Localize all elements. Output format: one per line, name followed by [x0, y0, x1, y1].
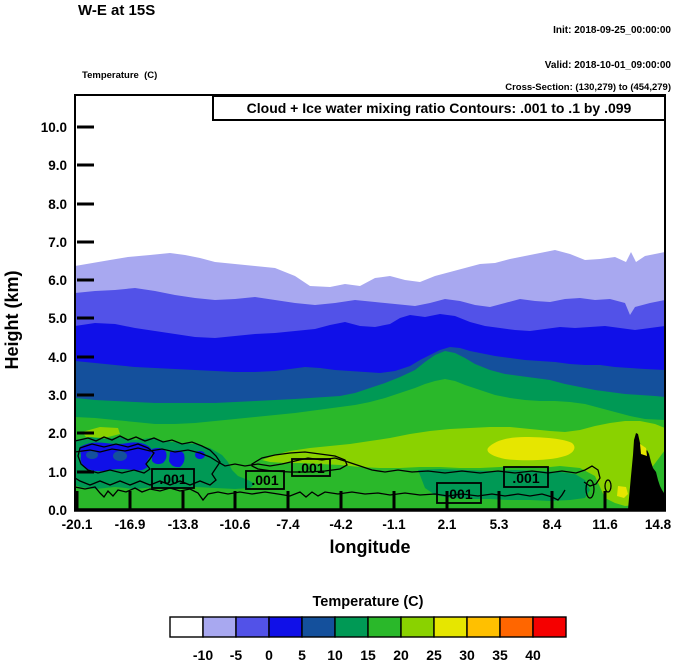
y-tick-label: 7.0 — [48, 235, 67, 250]
x-tick-labels: -20.1 -16.9 -13.8 -10.6 -7.4 -4.2 -1.1 2… — [62, 517, 672, 532]
colorbar-cell — [202, 616, 237, 638]
colorbar-cell — [235, 616, 270, 638]
x-tick-label: 2.1 — [438, 517, 457, 532]
temperature-bands — [75, 250, 665, 510]
x-tick-label: -20.1 — [62, 517, 93, 532]
x-axis-title: longitude — [330, 537, 411, 557]
colorbar-tick-label: 15 — [360, 647, 376, 663]
x-tick-label: -16.9 — [115, 517, 146, 532]
terrain-yellow-notch — [640, 444, 647, 456]
colorbar-title: Temperature (C) — [313, 594, 424, 610]
colorbar-tick-label: 25 — [426, 647, 442, 663]
cross-section-label: Cross-Section: (130,279) to (454,279) — [505, 82, 671, 93]
y-tick-label: 4.0 — [48, 350, 67, 365]
y-tick-label: 9.0 — [48, 158, 67, 173]
colorbar-tick-label: 5 — [298, 647, 306, 663]
x-tick-label: 8.4 — [543, 517, 562, 532]
y-tick-label: 0.0 — [48, 503, 67, 518]
contour-label: .001 — [512, 470, 539, 486]
valid-time: Valid: 2018-10-01_09:00:00 — [544, 59, 671, 71]
band-25-to-30-patch — [487, 437, 575, 461]
x-tick-label: -10.6 — [220, 517, 251, 532]
colorbar-cell — [301, 616, 336, 638]
colorbar-tick-label: 35 — [492, 647, 508, 663]
cloud-core-2 — [113, 451, 127, 461]
terrain-foot-yellow-patch — [617, 486, 628, 498]
colorbar-tick-label: 10 — [327, 647, 343, 663]
field-temperature: Temperature (C) — [82, 70, 158, 81]
colorbar-cell — [268, 616, 303, 638]
contour-label-box — [503, 466, 549, 488]
y-axis-title: Height (km) — [2, 270, 22, 369]
colorbar-tick-label: 20 — [393, 647, 409, 663]
contour-title-box: Cloud + Ice water mixing ratio Contours:… — [212, 95, 666, 121]
terrain-group — [617, 433, 665, 510]
y-tick-labels: 10.0 9.0 8.0 7.0 6.0 5.0 4.0 3.0 2.0 1.0… — [41, 120, 67, 518]
colorbar-cells — [169, 616, 567, 638]
contour-pocket-outer — [74, 435, 221, 486]
contour-title-rect — [212, 95, 666, 121]
colorbar-tick-label: 0 — [265, 647, 273, 663]
contour-line-upper — [74, 447, 601, 487]
x-tick-label: 14.8 — [645, 517, 672, 532]
colorbar-tick-label: -10 — [193, 647, 213, 663]
init-time: Init: 2018-09-25_00:00:00 — [553, 25, 671, 36]
colorbar-cell — [433, 616, 468, 638]
colorbar-tick-label: 40 — [525, 647, 541, 663]
y-tick-label: 2.0 — [48, 426, 67, 441]
contour-ellipse-2 — [604, 479, 612, 493]
contour-label-box — [245, 470, 285, 490]
colorbar-cell — [499, 616, 534, 638]
y-tick-label: 3.0 — [48, 388, 67, 403]
colorbar-cell — [367, 616, 402, 638]
contour-ellipse-1 — [585, 479, 595, 499]
contour-line-lower — [74, 486, 566, 502]
contour-label: .001 — [159, 471, 186, 487]
colorbar-tick-label: -5 — [230, 647, 243, 663]
y-tick-label: 10.0 — [41, 120, 67, 135]
contour-label: .001 — [251, 472, 278, 488]
figure-title: W-E at 15S — [78, 2, 156, 19]
contour-label-box — [436, 482, 482, 504]
colorbar-cell — [532, 616, 567, 638]
x-tick-label: -4.2 — [329, 517, 352, 532]
cloud-blob-3 — [169, 450, 185, 468]
colorbar-cell — [334, 616, 369, 638]
colorbar-tick-label: 30 — [459, 647, 475, 663]
contour-label-box — [151, 468, 195, 489]
x-tick-label: -1.1 — [382, 517, 406, 532]
colorbar: Temperature (C) -10 -5 0 5 10 — [169, 594, 567, 663]
contour-label-box — [291, 458, 331, 477]
colorbar-cell — [400, 616, 435, 638]
contour-label: .001 — [445, 486, 472, 502]
x-tick-label: 5.3 — [490, 517, 509, 532]
init-valid-block: Init: 2018-09-25_00:00:00 Valid: 2018-10… — [545, 2, 671, 94]
colorbar-cell — [466, 616, 501, 638]
y-tick-label: 1.0 — [48, 465, 67, 480]
axis-ticks — [75, 125, 660, 509]
contour-label: .001 — [297, 460, 324, 476]
colorbar-cell — [169, 616, 204, 638]
x-tick-label: 11.6 — [592, 517, 618, 532]
colorbar-tick-labels: -10 -5 0 5 10 15 20 25 30 35 40 — [193, 647, 541, 663]
cloud-blob-2 — [152, 448, 167, 465]
terrain — [628, 433, 665, 510]
contour-title-text: Cloud + Ice water mixing ratio Contours:… — [247, 100, 632, 116]
cloud-blobs — [80, 442, 205, 472]
x-tick-label: -7.4 — [276, 517, 300, 532]
y-tick-label: 5.0 — [48, 311, 67, 326]
y-tick-label: 8.0 — [48, 197, 67, 212]
cloud-core-1 — [86, 451, 98, 459]
contour-labels: .001 .001 .001 .001 .001 — [151, 458, 549, 504]
y-tick-label: 6.0 — [48, 273, 67, 288]
x-tick-label: -13.8 — [168, 517, 199, 532]
band-20-to-25-west-patch — [82, 427, 120, 438]
